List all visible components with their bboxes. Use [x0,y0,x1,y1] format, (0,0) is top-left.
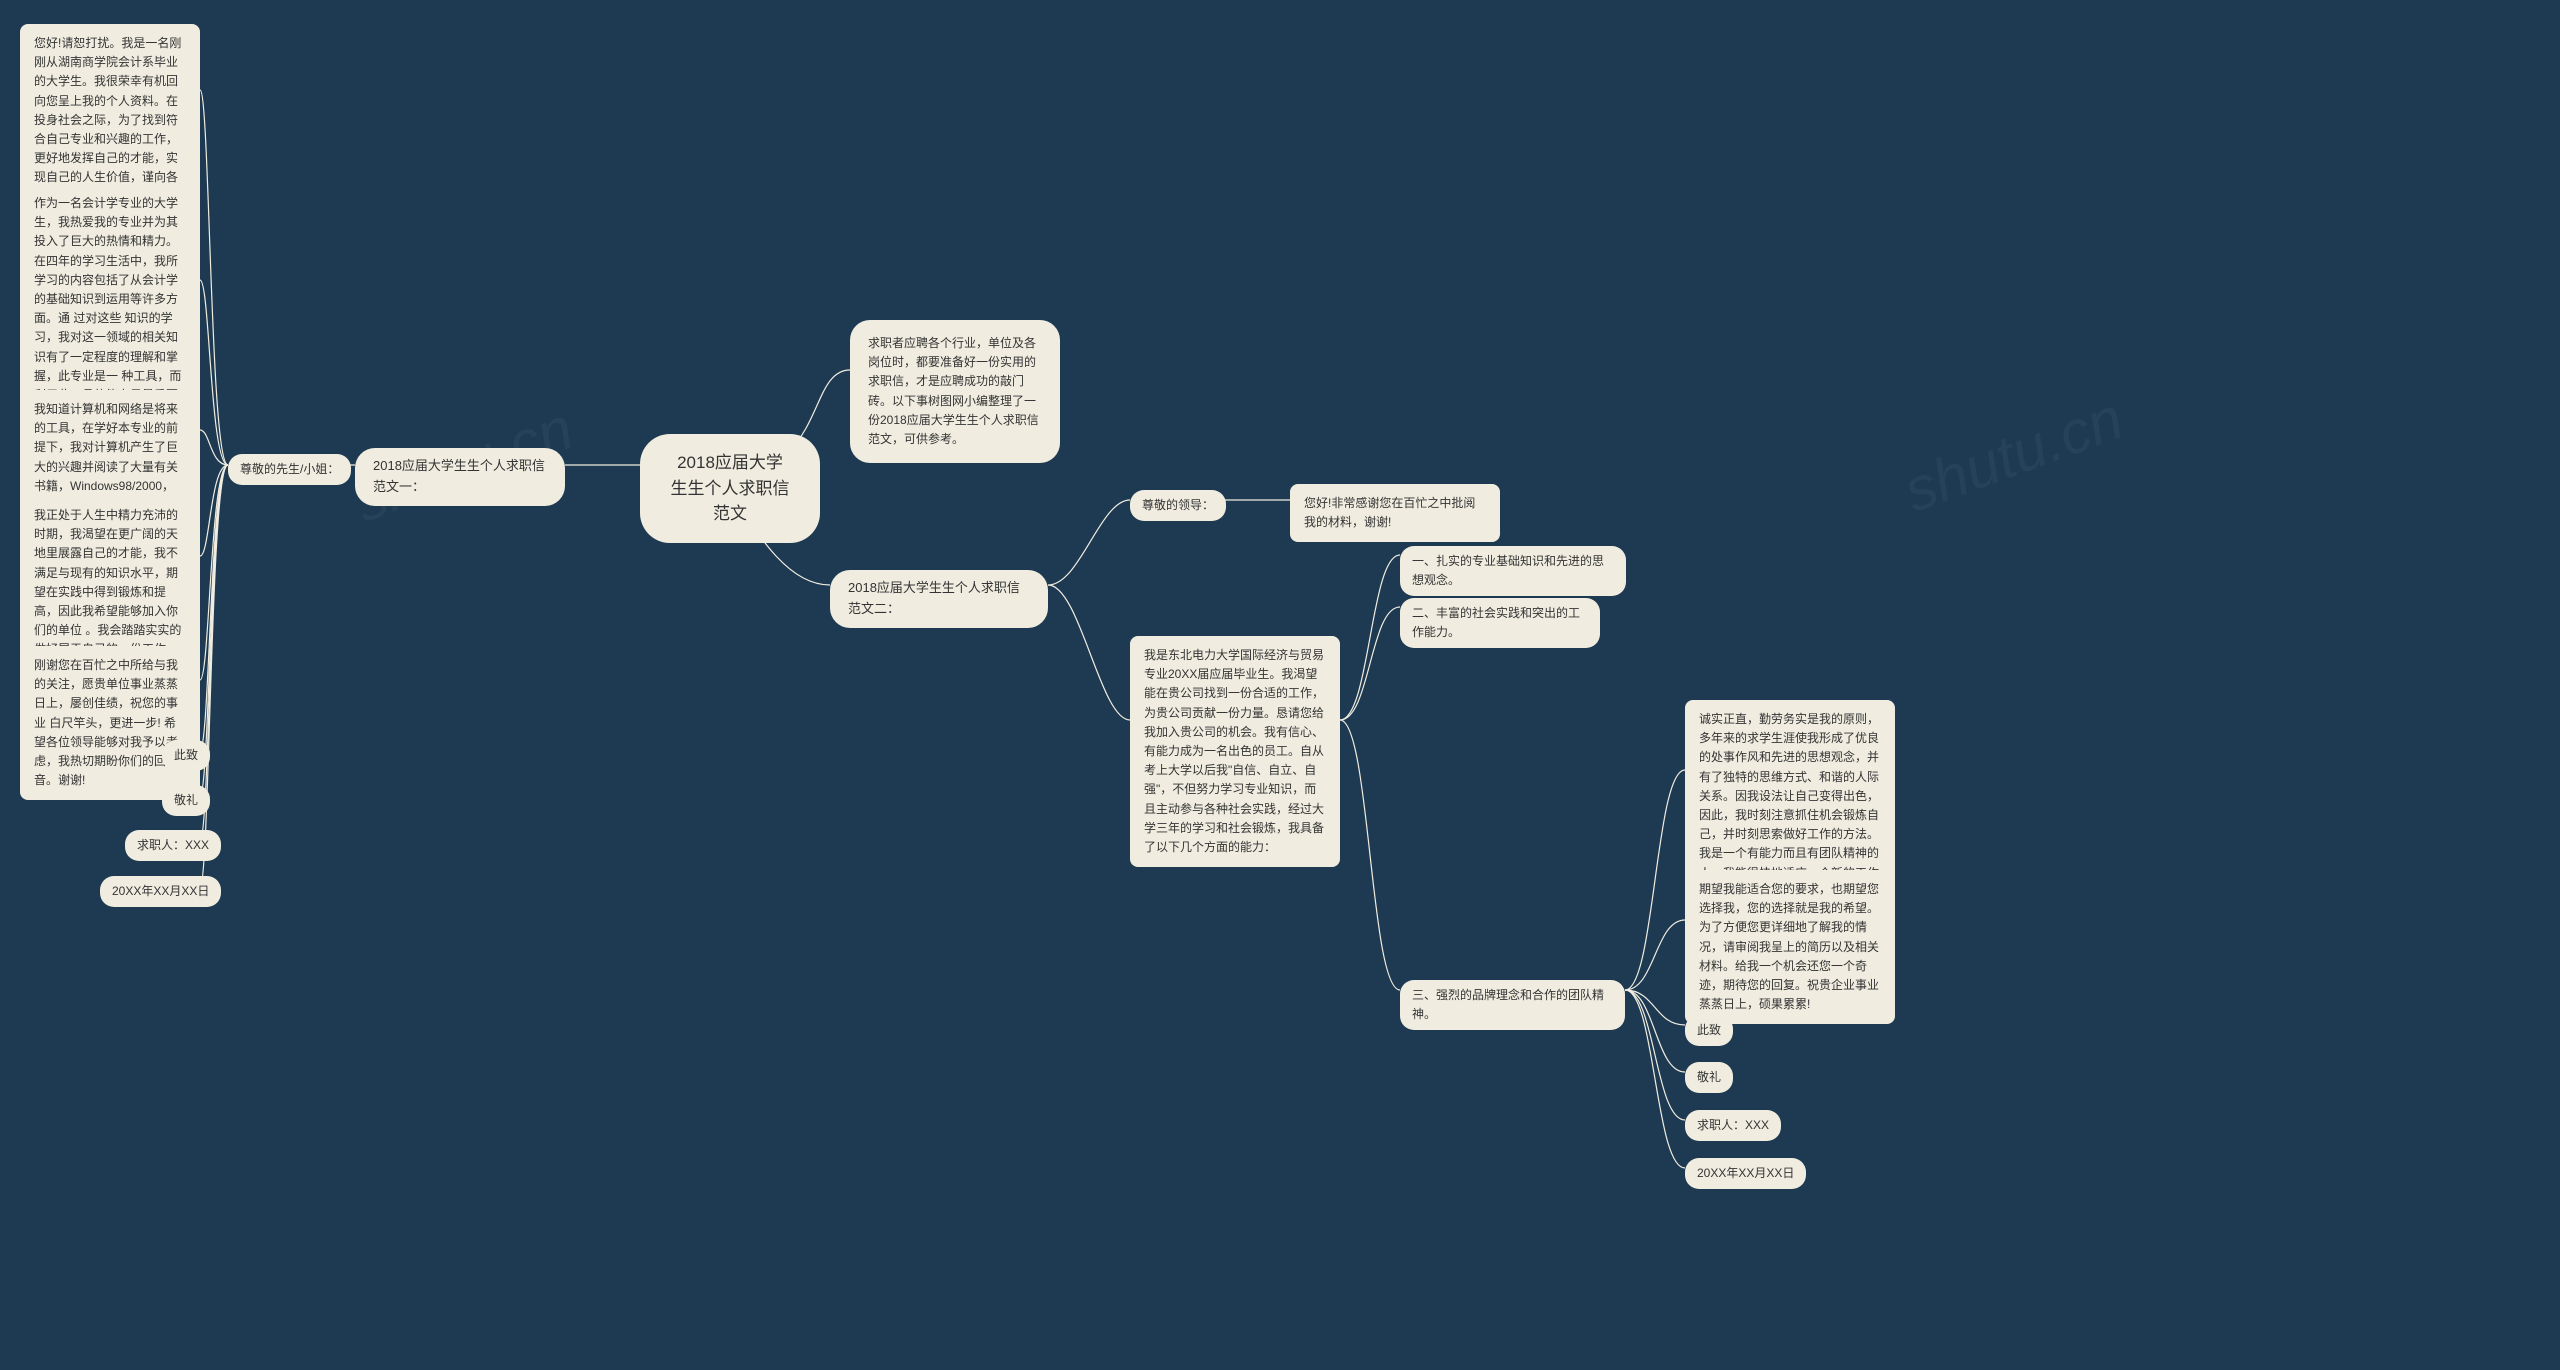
branch1-p5-text: 刚谢您在百忙之中所给与我的关注，愿贵单位事业蒸蒸日上，屡创佳绩，祝您的事业 白尺… [34,658,178,787]
branch1-close1-text: 此致 [174,748,198,762]
branch2-close2: 敬礼 [1685,1062,1733,1093]
branch2-detail2-text: 期望我能适合您的要求，也期望您选择我，您的选择就是我的希望。为了方便您更详细地了… [1699,882,1879,1011]
branch2-point3-text: 三、强烈的品牌理念和合作的团队精神。 [1412,988,1604,1021]
branch2-salutation: 尊敬的领导： [1130,490,1226,521]
branch2-sign-text: 求职人：XXX [1697,1118,1769,1132]
branch2-title: 2018应届大学生生个人求职信范文二： [830,570,1048,628]
branch1-salutation: 尊敬的先生/小姐： [228,454,351,485]
branch2-title-text: 2018应届大学生生个人求职信范文二： [848,580,1020,616]
branch2-date: 20XX年XX月XX日 [1685,1158,1806,1189]
branch2-close1: 此致 [1685,1015,1733,1046]
branch1-close2: 敬礼 [162,785,210,816]
branch2-intro-text: 我是东北电力大学国际经济与贸易专业20XX届应届毕业生。我渴望能在贵公司找到一份… [1144,648,1324,854]
branch2-close2-text: 敬礼 [1697,1070,1721,1084]
branch2-intro: 我是东北电力大学国际经济与贸易专业20XX届应届毕业生。我渴望能在贵公司找到一份… [1130,636,1340,867]
branch1-date-text: 20XX年XX月XX日 [112,884,209,898]
branch2-salutation-text: 尊敬的领导： [1142,498,1214,512]
branch2-date-text: 20XX年XX月XX日 [1697,1166,1794,1180]
root-title: 2018应届大学生生个人求职信范文 [671,453,790,523]
branch1-salutation-text: 尊敬的先生/小姐： [240,462,339,476]
branch1-close2-text: 敬礼 [174,793,198,807]
branch2-point2-text: 二、丰富的社会实践和突出的工作能力。 [1412,606,1580,639]
branch1-p5: 刚谢您在百忙之中所给与我的关注，愿贵单位事业蒸蒸日上，屡创佳绩，祝您的事业 白尺… [20,646,200,800]
intro-text: 求职者应聘各个行业，单位及各岗位时，都要准备好一份实用的求职信，才是应聘成功的敲… [868,336,1039,446]
branch2-sign: 求职人：XXX [1685,1110,1781,1141]
branch2-close1-text: 此致 [1697,1023,1721,1037]
branch2-detail2: 期望我能适合您的要求，也期望您选择我，您的选择就是我的希望。为了方便您更详细地了… [1685,870,1895,1024]
branch2-point2: 二、丰富的社会实践和突出的工作能力。 [1400,598,1600,648]
branch2-greeting-text: 您好!非常感谢您在百忙之中批阅我的材料，谢谢! [1304,496,1475,529]
root-node: 2018应届大学生生个人求职信范文 [640,434,820,543]
branch1-date: 20XX年XX月XX日 [100,876,221,907]
branch1-close1: 此致 [162,740,210,771]
branch1-sign: 求职人：XXX [125,830,221,861]
branch2-greeting: 您好!非常感谢您在百忙之中批阅我的材料，谢谢! [1290,484,1500,542]
branch1-sign-text: 求职人：XXX [137,838,209,852]
intro-node: 求职者应聘各个行业，单位及各岗位时，都要准备好一份实用的求职信，才是应聘成功的敲… [850,320,1060,463]
branch1-title-text: 2018应届大学生生个人求职信范文一： [373,458,545,494]
watermark: shutu.cn [1895,383,2132,525]
branch2-point1: 一、扎实的专业基础知识和先进的思想观念。 [1400,546,1626,596]
branch1-title: 2018应届大学生生个人求职信范文一： [355,448,565,506]
branch2-point3: 三、强烈的品牌理念和合作的团队精神。 [1400,980,1625,1030]
branch2-point1-text: 一、扎实的专业基础知识和先进的思想观念。 [1412,554,1604,587]
